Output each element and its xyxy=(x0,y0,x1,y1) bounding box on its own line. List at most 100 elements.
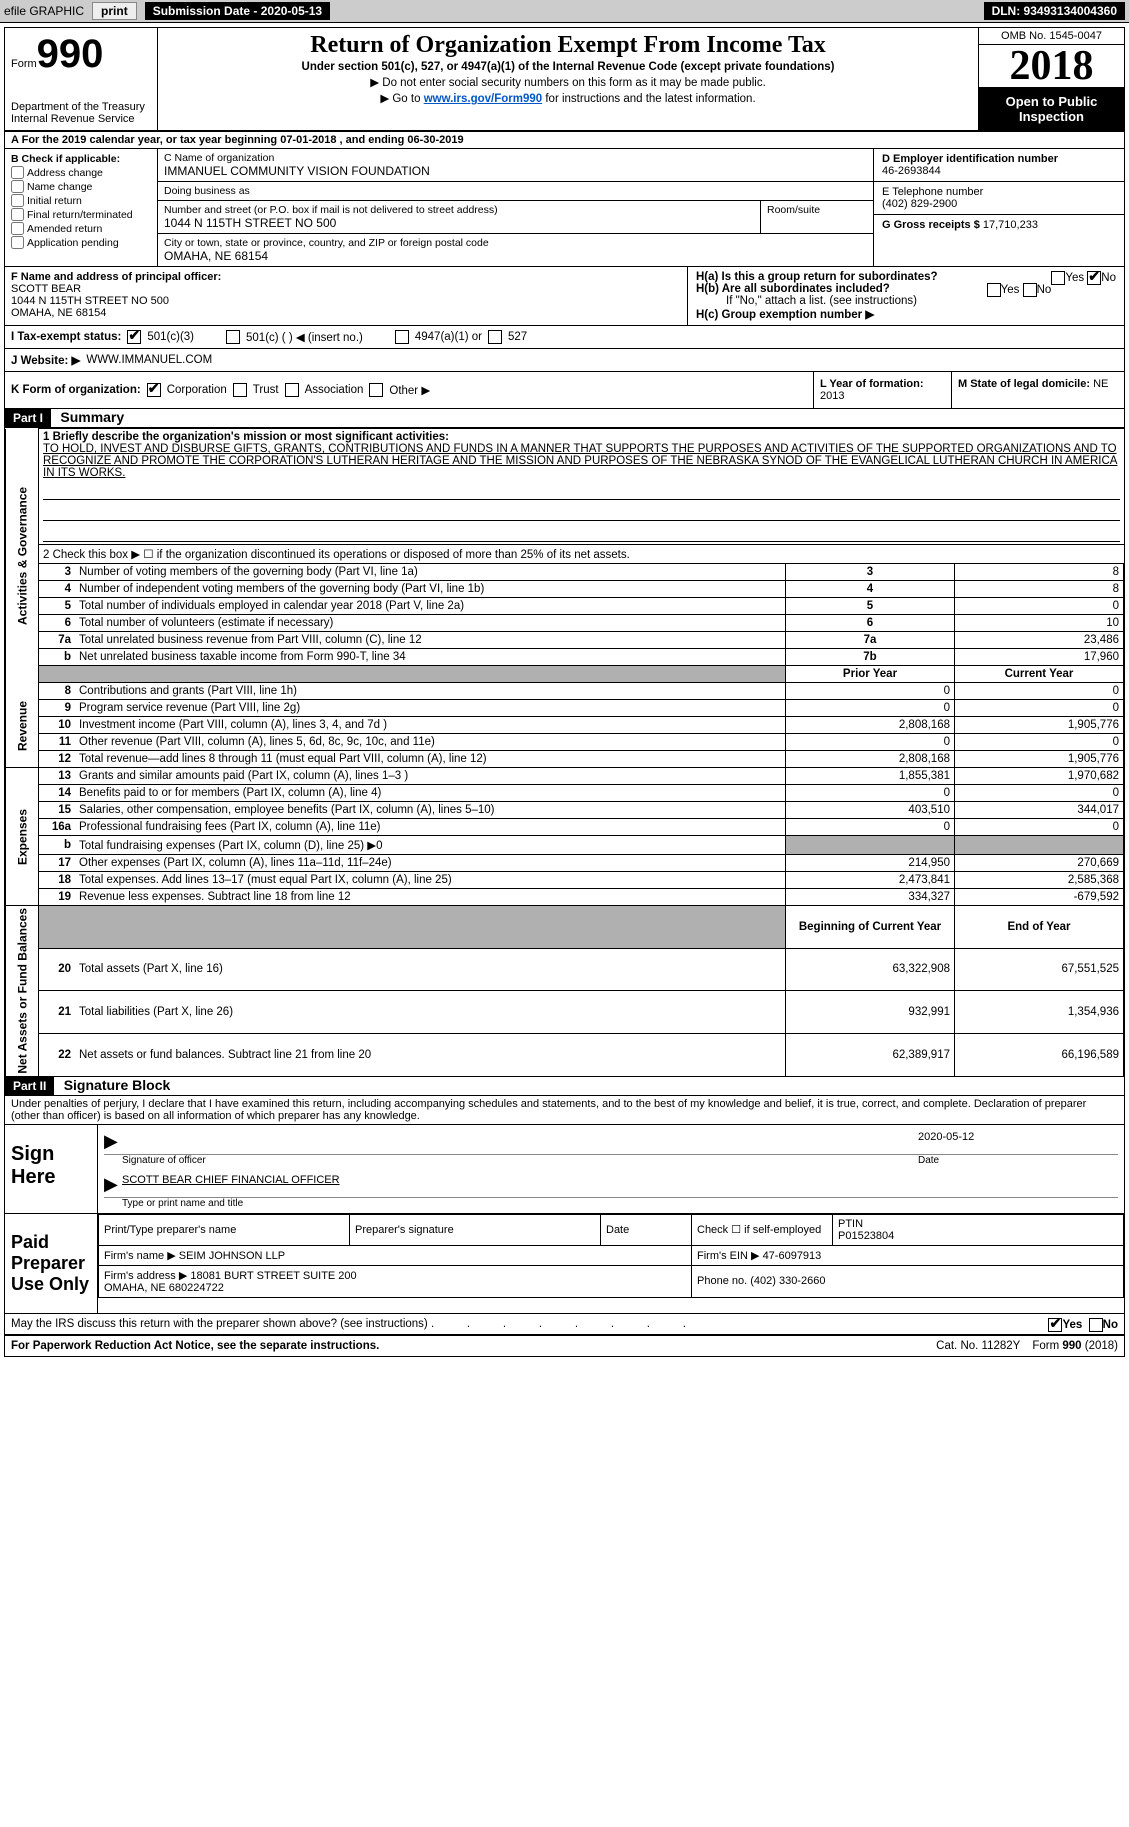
table-row: 6 Total number of volunteers (estimate i… xyxy=(6,615,1124,632)
table-row: 17 Other expenses (Part IX, column (A), … xyxy=(6,855,1124,872)
arrow-icon: ▶ xyxy=(104,1174,122,1195)
cb-501c3[interactable] xyxy=(127,330,141,344)
ha-no[interactable] xyxy=(1087,271,1101,285)
state-domicile: NE xyxy=(1093,378,1108,390)
cb-4947[interactable] xyxy=(395,330,409,344)
gross-receipts: 17,710,233 xyxy=(983,219,1038,231)
officer-name: SCOTT BEAR xyxy=(11,283,81,295)
hb-yes[interactable] xyxy=(987,283,1001,297)
ha-yes[interactable] xyxy=(1051,271,1065,285)
phone: (402) 829-2900 xyxy=(882,198,957,210)
table-row: 16a Professional fundraising fees (Part … xyxy=(6,819,1124,836)
table-row: b Total fundraising expenses (Part IX, c… xyxy=(6,836,1124,855)
top-bar: efile GRAPHIC print Submission Date - 20… xyxy=(0,0,1129,23)
officer-print-name: SCOTT BEAR CHIEF FINANCIAL OFFICER xyxy=(122,1174,1118,1195)
discuss-row: May the IRS discuss this return with the… xyxy=(5,1314,1124,1336)
table-row: 14 Benefits paid to or for members (Part… xyxy=(6,785,1124,802)
section-fh: F Name and address of principal officer:… xyxy=(5,267,1124,326)
irs-link[interactable]: www.irs.gov/Form990 xyxy=(424,93,542,105)
form-ref: Form 990 (2018) xyxy=(1032,1340,1118,1352)
table-row: 11 Other revenue (Part VIII, column (A),… xyxy=(6,734,1124,751)
table-row: b Net unrelated business taxable income … xyxy=(6,649,1124,666)
org-name: IMMANUEL COMMUNITY VISION FOUNDATION xyxy=(164,164,867,178)
sign-here-block: Sign Here ▶ 2020-05-12 Signature of offi… xyxy=(5,1125,1124,1214)
no-ssn-note: ▶ Do not enter social security numbers o… xyxy=(166,75,970,89)
summary-table: Activities & Governance 1 Briefly descri… xyxy=(5,428,1124,1077)
table-row: 10 Investment income (Part VIII, column … xyxy=(6,717,1124,734)
table-row: 18 Total expenses. Add lines 13–17 (must… xyxy=(6,872,1124,889)
print-button[interactable]: print xyxy=(92,2,137,20)
cb-assoc[interactable] xyxy=(285,383,299,397)
table-row: 20 Total assets (Part X, line 16) 63,322… xyxy=(6,948,1124,991)
table-row: 12 Total revenue—add lines 8 through 11 … xyxy=(6,751,1124,768)
street: 1044 N 115TH STREET NO 500 xyxy=(164,216,754,230)
paperwork-notice: For Paperwork Reduction Act Notice, see … xyxy=(11,1340,379,1352)
period-row: A For the 2019 calendar year, or tax yea… xyxy=(5,132,1124,149)
form-subtitle: Under section 501(c), 527, or 4947(a)(1)… xyxy=(166,61,970,73)
net-label: Net Assets or Fund Balances xyxy=(6,906,39,1077)
submission-date: Submission Date - 2020-05-13 xyxy=(145,2,330,20)
website: WWW.IMMANUEL.COM xyxy=(86,354,212,366)
dln-label: DLN: 93493134004360 xyxy=(984,2,1125,20)
cb-corp[interactable] xyxy=(147,383,161,397)
section-h: H(a) Is this a group return for subordin… xyxy=(688,267,1124,325)
table-row: 4 Number of independent voting members o… xyxy=(6,581,1124,598)
mission: TO HOLD, INVEST AND DISBURSE GIFTS, GRAN… xyxy=(43,443,1117,479)
section-j: J Website: ▶ WWW.IMMANUEL.COM xyxy=(5,349,1124,372)
cb-address-change[interactable] xyxy=(11,166,24,179)
table-row: 9 Program service revenue (Part VIII, li… xyxy=(6,700,1124,717)
firm-phone: (402) 330-2660 xyxy=(750,1275,825,1287)
form-title: Return of Organization Exempt From Incom… xyxy=(166,32,970,59)
cb-trust[interactable] xyxy=(233,383,247,397)
header-center: Return of Organization Exempt From Incom… xyxy=(158,28,978,130)
cb-initial-return[interactable] xyxy=(11,194,24,207)
declaration: Under penalties of perjury, I declare th… xyxy=(5,1096,1124,1125)
ein: 46-2693844 xyxy=(882,165,941,177)
discuss-yes[interactable] xyxy=(1048,1318,1062,1332)
firm-name: SEIM JOHNSON LLP xyxy=(179,1250,285,1262)
ptin: P01523804 xyxy=(838,1230,894,1242)
section-deg: D Employer identification number 46-2693… xyxy=(873,149,1124,266)
form-number: 990 xyxy=(37,32,104,76)
cb-app-pending[interactable] xyxy=(11,236,24,249)
part2-header: Part II Signature Block xyxy=(5,1077,1124,1096)
section-c: C Name of organization IMMANUEL COMMUNIT… xyxy=(158,149,873,266)
tax-year: 2018 xyxy=(979,45,1124,88)
identity-grid: B Check if applicable: Address change Na… xyxy=(5,149,1124,267)
discuss-no[interactable] xyxy=(1089,1318,1103,1332)
rev-label: Revenue xyxy=(6,683,39,768)
footer: For Paperwork Reduction Act Notice, see … xyxy=(5,1336,1124,1356)
hb-no[interactable] xyxy=(1023,283,1037,297)
city: OMAHA, NE 68154 xyxy=(164,249,867,263)
efile-label: efile GRAPHIC xyxy=(4,4,84,18)
sig-date: 2020-05-12 xyxy=(918,1131,1118,1152)
cb-527[interactable] xyxy=(488,330,502,344)
exp-label: Expenses xyxy=(6,768,39,906)
year-formation: 2013 xyxy=(820,390,844,402)
section-i: I Tax-exempt status: 501(c)(3) 501(c) ( … xyxy=(5,326,1124,349)
part1-header: Part I Summary xyxy=(5,409,1124,428)
form-word: Form xyxy=(11,58,37,70)
firm-ein: 47-6097913 xyxy=(763,1250,822,1262)
goto-note: ▶ Go to www.irs.gov/Form990 for instruct… xyxy=(166,91,970,105)
open-to-public: Open to Public Inspection xyxy=(979,88,1124,130)
cb-501c[interactable] xyxy=(226,330,240,344)
section-klm: K Form of organization: Corporation Trus… xyxy=(5,372,1124,409)
arrow-icon: ▶ xyxy=(104,1131,122,1152)
table-row: 7a Total unrelated business revenue from… xyxy=(6,632,1124,649)
cat-no: Cat. No. 11282Y xyxy=(936,1340,1020,1352)
header-right: OMB No. 1545-0047 2018 Open to Public In… xyxy=(978,28,1124,130)
cb-amended[interactable] xyxy=(11,222,24,235)
paid-preparer-block: Paid Preparer Use Only Print/Type prepar… xyxy=(5,1214,1124,1314)
cb-final-return[interactable] xyxy=(11,208,24,221)
cb-other[interactable] xyxy=(369,383,383,397)
table-row: 21 Total liabilities (Part X, line 26) 9… xyxy=(6,991,1124,1034)
table-row: 5 Total number of individuals employed i… xyxy=(6,598,1124,615)
table-row: 3 Number of voting members of the govern… xyxy=(6,564,1124,581)
form-990: Form990 Department of the Treasury Inter… xyxy=(4,27,1125,1357)
cb-name-change[interactable] xyxy=(11,180,24,193)
gov-label: Activities & Governance xyxy=(6,429,39,683)
section-f: F Name and address of principal officer:… xyxy=(5,267,688,325)
table-row: 15 Salaries, other compensation, employe… xyxy=(6,802,1124,819)
section-b: B Check if applicable: Address change Na… xyxy=(5,149,158,266)
